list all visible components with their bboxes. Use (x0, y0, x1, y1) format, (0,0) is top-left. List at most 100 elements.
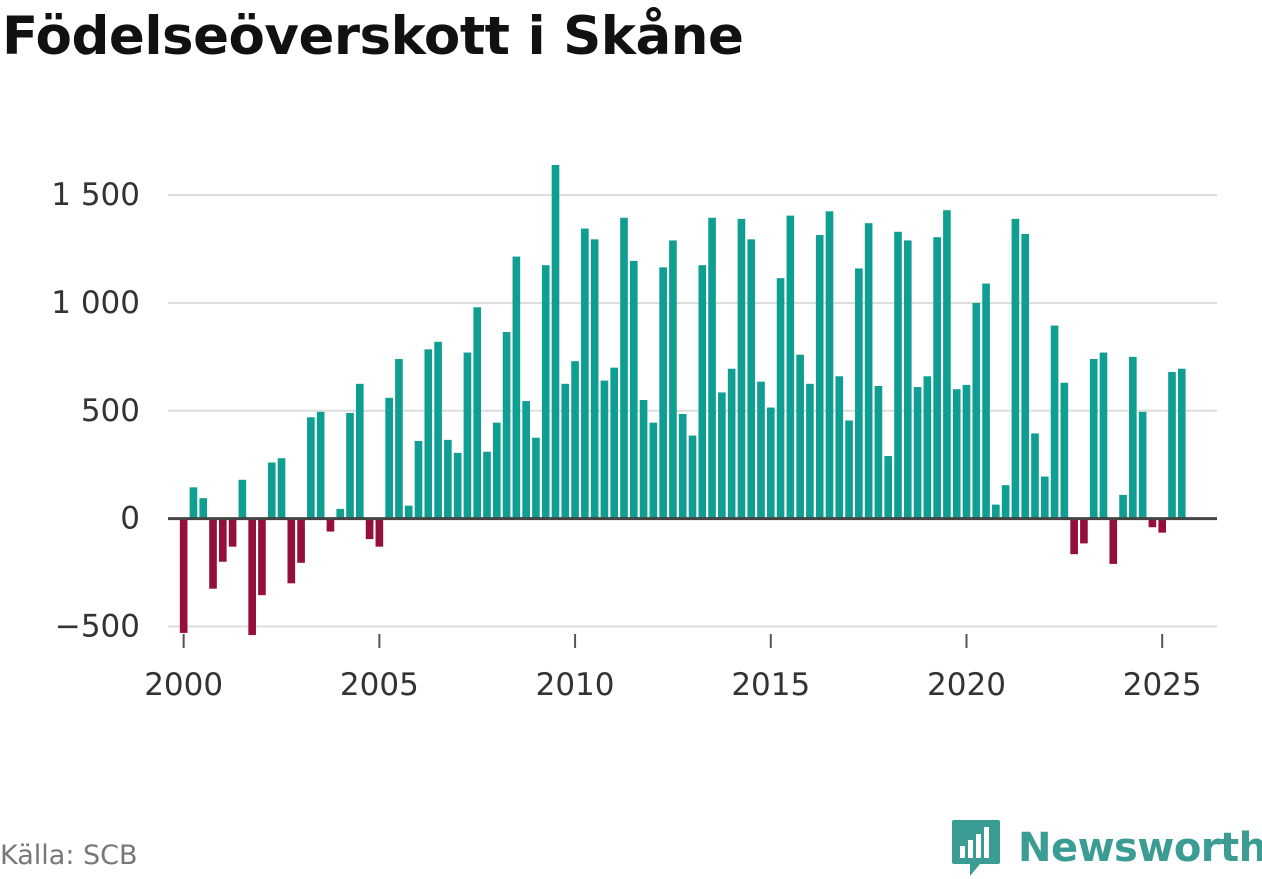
gridlines (168, 194, 1217, 628)
brand-name: Newsworthy (1018, 825, 1262, 871)
bar (786, 215, 795, 519)
bar (806, 383, 814, 519)
bar (845, 420, 853, 519)
bar (179, 518, 188, 633)
bar (1001, 485, 1010, 519)
bar (218, 518, 227, 562)
y-axis-ticks: −500 0 500 1 000 1 500 (51, 177, 140, 644)
x-axis-ticks: 2000 2005 2010 2015 2020 2025 (144, 634, 1202, 703)
brand-logo: Newsworthy (950, 818, 1262, 878)
bar (669, 240, 677, 519)
bar (404, 505, 413, 519)
bar (551, 164, 560, 519)
bar (894, 231, 902, 519)
y-tick-label: 1 000 (51, 285, 140, 321)
bar (385, 397, 393, 519)
bar (541, 265, 550, 519)
bar (659, 267, 667, 519)
bar (923, 376, 932, 519)
bar (1089, 359, 1098, 519)
bar (512, 256, 521, 519)
bar (933, 237, 941, 519)
bar (326, 518, 335, 532)
bar (992, 504, 1000, 519)
bar (1148, 518, 1157, 528)
bar (414, 440, 423, 519)
bar (874, 385, 883, 519)
bar (982, 283, 990, 519)
bar (336, 508, 345, 519)
bar (629, 260, 638, 519)
bar (678, 414, 687, 519)
bar (571, 361, 579, 519)
bar (1138, 411, 1147, 519)
bar (483, 451, 491, 519)
bar (248, 518, 256, 636)
bar (708, 217, 716, 519)
bar (1060, 382, 1069, 519)
bar (1070, 518, 1078, 555)
bar (277, 458, 286, 519)
bar (1080, 518, 1088, 544)
bar (502, 332, 511, 519)
bar (825, 211, 834, 519)
bar (903, 240, 912, 519)
source-note: Källa: SCB (0, 840, 138, 871)
bar (199, 498, 208, 519)
bar (434, 341, 442, 519)
x-tick-label: 2025 (1123, 667, 1202, 703)
bar (972, 302, 981, 519)
x-tick-label: 2000 (144, 667, 223, 703)
bar (355, 383, 364, 519)
bar (228, 518, 237, 547)
chart-title: Födelseöverskott i Skåne (2, 6, 744, 67)
bar (1040, 476, 1049, 519)
bar (522, 401, 530, 519)
bar (463, 352, 472, 519)
bar (1011, 218, 1020, 519)
bar (1109, 518, 1118, 564)
bar (610, 367, 619, 519)
bar (316, 411, 325, 519)
bar (444, 439, 452, 519)
bar (962, 384, 971, 519)
bar (1021, 233, 1030, 519)
bar (766, 407, 775, 519)
bar (737, 218, 746, 519)
bar (913, 387, 922, 519)
bar (189, 487, 198, 519)
bar (395, 359, 403, 519)
x-tick-label: 2015 (731, 667, 810, 703)
bar (532, 437, 540, 519)
bar (952, 389, 961, 519)
bar (287, 518, 296, 584)
x-tick-label: 2010 (536, 667, 615, 703)
bar (561, 383, 570, 519)
bar (297, 518, 305, 563)
bar (238, 479, 247, 519)
bar (815, 235, 824, 519)
bar (757, 381, 765, 519)
newsworthy-logo-icon (952, 820, 1000, 876)
bar (1129, 356, 1137, 519)
bar (473, 307, 482, 519)
bar (835, 376, 844, 519)
bar (1177, 368, 1186, 519)
bar (620, 217, 628, 519)
bar (796, 354, 804, 519)
bar (1050, 325, 1059, 519)
bar (649, 422, 658, 519)
bar (365, 518, 374, 540)
bar (855, 268, 863, 519)
bar (943, 210, 951, 519)
bar (346, 412, 354, 519)
bar (1031, 433, 1039, 519)
bar (1119, 494, 1127, 519)
bar (864, 223, 873, 519)
bar (727, 368, 736, 519)
bar (307, 417, 315, 519)
bar (776, 278, 785, 519)
x-tick-label: 2005 (340, 667, 419, 703)
bar (1168, 371, 1176, 519)
